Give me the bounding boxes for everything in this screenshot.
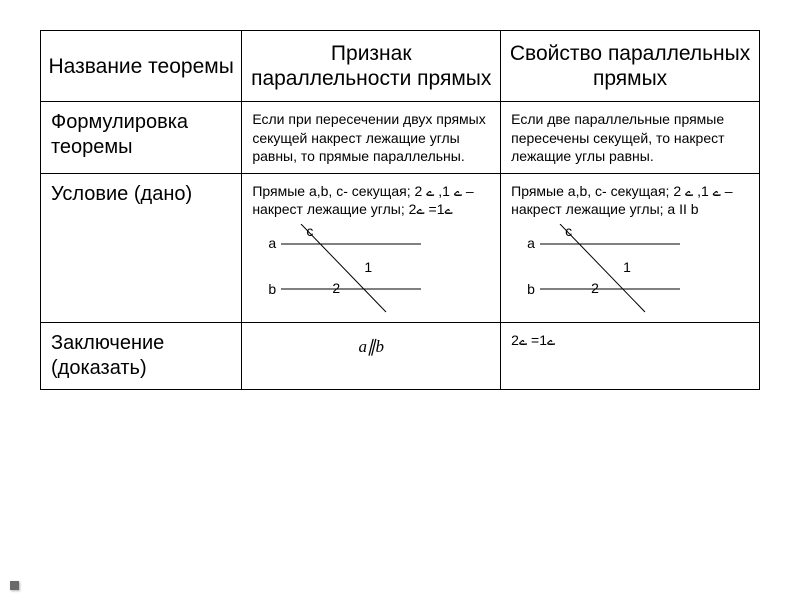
diag-label-2-r: 2	[591, 279, 599, 297]
conclusion-label: Заключение (доказать)	[41, 323, 242, 390]
diag-label-c: c	[306, 222, 313, 240]
diagram-left-svg	[256, 224, 436, 314]
diagram-right: a b c 1 2	[515, 224, 695, 314]
diagram-right-svg	[515, 224, 695, 314]
condition-col3-text: Прямые a,b, c- секущая; ے 1, ے 2 –накрес…	[511, 182, 749, 218]
diag-label-1-r: 1	[623, 258, 631, 276]
diag-label-a-r: a	[527, 234, 535, 252]
conclusion-col2: a∥b	[242, 323, 501, 390]
condition-label: Условие (дано)	[41, 173, 242, 322]
diag-label-b: b	[268, 280, 276, 298]
conclusion-row: Заключение (доказать) a∥b ے1= ے2	[41, 323, 760, 390]
header-col3: Свойство параллельных прямых	[501, 31, 760, 102]
formulation-col2: Если при пересечении двух прямых секущей…	[242, 102, 501, 174]
diagram-left: a b c 1 2	[256, 224, 436, 314]
conclusion-col3: ے1= ے2	[501, 323, 760, 390]
formulation-col3: Если две параллельные прямые пересечены …	[501, 102, 760, 174]
diag-label-1: 1	[364, 258, 372, 276]
condition-col2-text: Прямые a,b, c- секущая; ے 1, ے 2 –накрес…	[252, 182, 490, 218]
formulation-row: Формулировка теоремы Если при пересечени…	[41, 102, 760, 174]
diag-label-2: 2	[332, 279, 340, 297]
slide-bullet-icon	[10, 581, 19, 590]
header-row: Название теоремы Признак параллельности …	[41, 31, 760, 102]
header-col2: Признак параллельности прямых	[242, 31, 501, 102]
diag-label-b-r: b	[527, 280, 535, 298]
condition-col2: Прямые a,b, c- секущая; ے 1, ے 2 –накрес…	[242, 173, 501, 322]
condition-row: Условие (дано) Прямые a,b, c- секущая; ے…	[41, 173, 760, 322]
diag-label-c-r: c	[565, 222, 572, 240]
diag-label-a: a	[268, 234, 276, 252]
theorem-table: Название теоремы Признак параллельности …	[40, 30, 760, 390]
condition-col3: Прямые a,b, c- секущая; ے 1, ے 2 –накрес…	[501, 173, 760, 322]
header-col1: Название теоремы	[41, 31, 242, 102]
formulation-label: Формулировка теоремы	[41, 102, 242, 174]
